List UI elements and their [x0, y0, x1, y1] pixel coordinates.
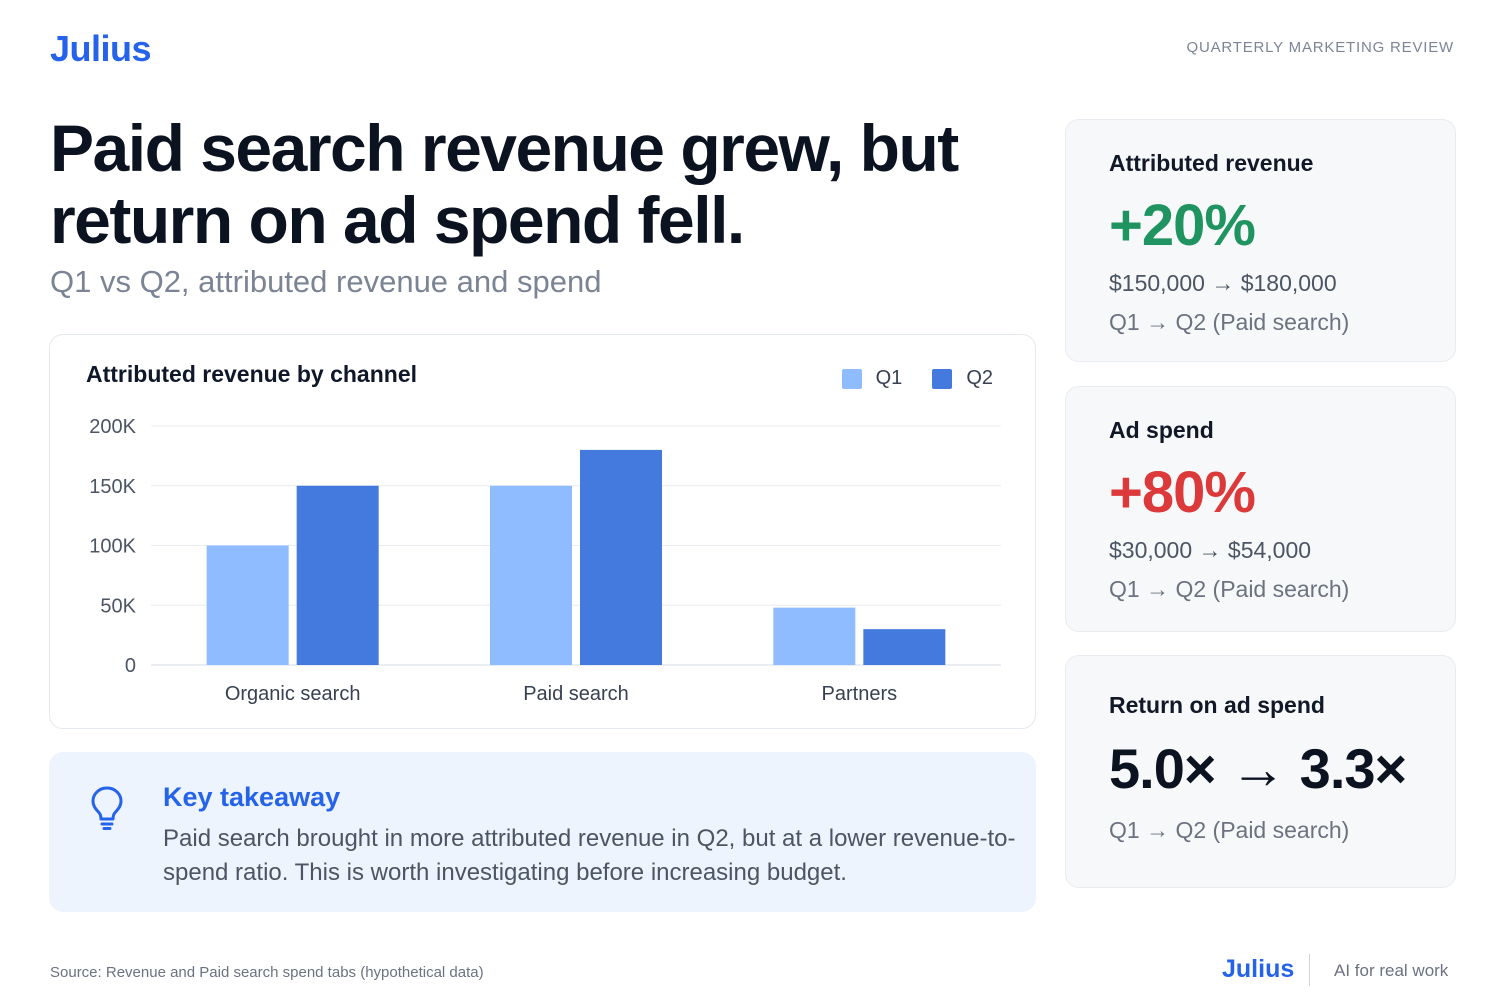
footer-logo: Julius [1222, 955, 1295, 983]
footer-divider [1309, 954, 1310, 986]
bar-q2 [863, 629, 946, 665]
legend-label-q1: Q1 [875, 367, 903, 389]
bar-q1 [773, 607, 856, 665]
bar-q2 [580, 449, 662, 665]
kpi-value: +80% [1109, 460, 1256, 525]
kpi-title: Attributed revenue [1109, 150, 1314, 176]
key-takeaway-callout: Key takeaway Paid search brought in more… [49, 752, 1036, 912]
takeaway-title: Key takeaway [163, 782, 341, 812]
bar-q1 [206, 545, 289, 665]
lightbulb-icon [91, 786, 123, 830]
source-note: Source: Revenue and Paid search spend ta… [50, 964, 484, 981]
kpi-value: 5.0× → 3.3× [1109, 737, 1407, 800]
kpi-subtext: Q1 → Q2 (Paid search) [1109, 309, 1350, 335]
chart-legend: Q1 Q2 [822, 367, 993, 390]
takeaway-body: Paid search brought in more attributed r… [163, 825, 1016, 886]
y-tick-label: 100K [89, 536, 136, 558]
x-tick-label: Organic search [225, 683, 361, 705]
legend-swatch-q1 [841, 368, 862, 389]
page-subtitle: Q1 vs Q2, attributed revenue and spend [50, 264, 602, 299]
julius-logo: Julius [50, 28, 152, 69]
kpi-value: +20% [1109, 193, 1256, 258]
page-title: Paid search revenue grew, but return on … [50, 111, 959, 257]
kpi-detail: $150,000 → $180,000 [1109, 270, 1337, 296]
bar-q2 [296, 485, 379, 665]
kpi-card-ad-spend: Ad spend +80% $30,000 → $54,000 Q1 → Q2 … [1065, 386, 1456, 632]
y-tick-label: 150K [89, 476, 136, 498]
legend-label-q2: Q2 [966, 367, 993, 389]
bar-q1 [490, 485, 572, 665]
x-tick-label: Partners [822, 683, 898, 705]
kpi-title: Ad spend [1109, 417, 1214, 443]
footer-tagline: AI for real work [1334, 961, 1449, 980]
y-tick-label: 0 [125, 655, 136, 677]
bar-chart: 0 50K 100K 150K 200K Organic search Paid searc… [89, 416, 1001, 705]
kpi-detail: $30,000 → $54,000 [1109, 537, 1312, 563]
kpi-card-roas: Return on ad spend 5.0× → 3.3× Q1 → Q2 (… [1065, 655, 1456, 888]
legend-item-q2: Q2 [932, 367, 993, 390]
legend-swatch-q2 [932, 368, 953, 389]
y-tick-label: 50K [100, 595, 136, 617]
revenue-chart-card: 0 50K 100K 150K 200K Organic search Paid searc… [49, 334, 1036, 729]
kpi-subtext: Q1 → Q2 (Paid search) [1109, 817, 1350, 843]
kpi-title: Return on ad spend [1109, 692, 1325, 718]
chart-title: Attributed revenue by channel [86, 361, 418, 387]
report-eyebrow: QUARTERLY MARKETING REVIEW [1186, 39, 1454, 56]
x-tick-label: Paid search [523, 683, 629, 705]
kpi-subtext: Q1 → Q2 (Paid search) [1109, 576, 1350, 602]
legend-item-q1: Q1 [841, 367, 903, 390]
y-tick-label: 200K [89, 416, 136, 438]
kpi-card-attributed-revenue: Attributed revenue +20% $150,000 → $180,… [1065, 119, 1456, 362]
